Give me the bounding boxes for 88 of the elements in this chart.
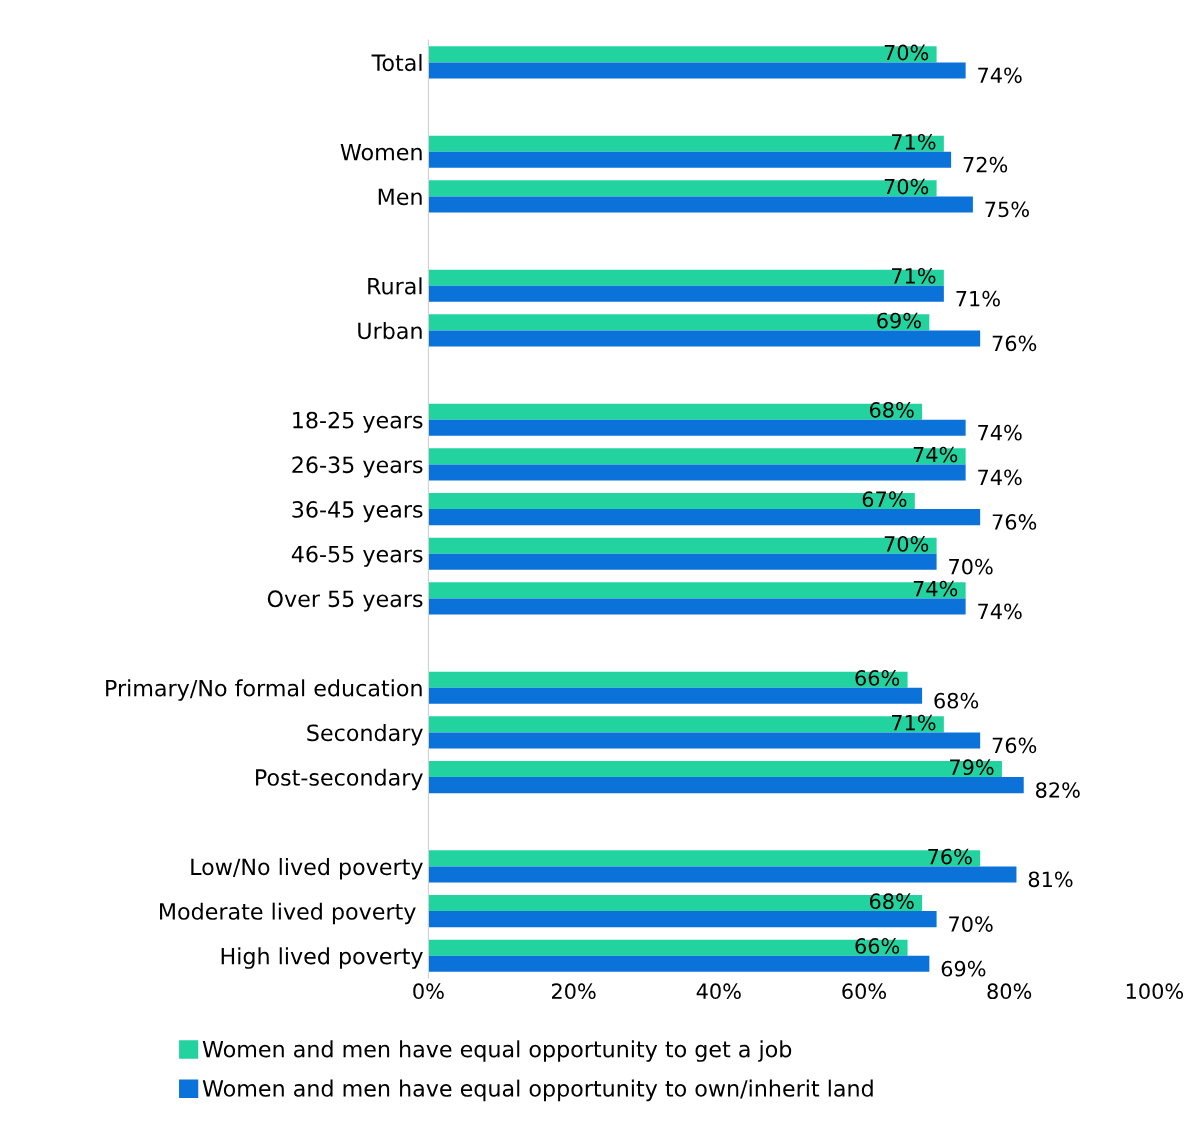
- data-label: 74%: [978, 424, 1022, 441]
- bar: [428, 493, 915, 510]
- data-label: 66%: [855, 670, 900, 686]
- bar: [428, 911, 937, 928]
- bar: [428, 895, 923, 912]
- bar: [428, 448, 966, 465]
- x-tick-label: 80%: [987, 983, 1032, 1000]
- bar: [428, 939, 908, 956]
- y-tick-label: Secondary: [307, 723, 423, 746]
- bar: [428, 716, 944, 733]
- data-label: 68%: [869, 401, 914, 418]
- bar: [428, 285, 944, 302]
- data-label: 79%: [950, 759, 994, 776]
- data-label: 74%: [978, 469, 1022, 486]
- data-label: 75%: [985, 201, 1029, 218]
- data-label: 71%: [892, 133, 936, 150]
- bar: [428, 777, 1024, 794]
- y-tick-label: Women: [340, 143, 422, 161]
- data-label: 66%: [855, 938, 900, 954]
- y-tick-label: Rural: [368, 277, 422, 295]
- y-tick-label: Moderate lived poverty: [160, 902, 416, 925]
- bar: [428, 761, 1002, 778]
- bar: [428, 46, 937, 63]
- y-tick-label: 46-55 years: [291, 545, 423, 567]
- bar: [428, 62, 966, 79]
- bar: [428, 269, 944, 286]
- bar: [428, 687, 923, 704]
- bar: [428, 419, 966, 436]
- y-tick-label: High lived poverty: [221, 947, 423, 969]
- data-label: 81%: [1028, 871, 1073, 888]
- y-tick-label: Low/No lived poverty: [191, 858, 423, 880]
- bar: [428, 509, 981, 526]
- data-label: 70%: [884, 536, 929, 552]
- bar: [428, 403, 923, 420]
- legend-label: Women and men have equal opportunity to get a job: [202, 1040, 792, 1062]
- y-tick-label: 26-35 years: [292, 456, 423, 478]
- data-label: 71%: [892, 267, 936, 284]
- bar: [428, 598, 966, 615]
- data-label: 74%: [913, 446, 958, 463]
- bar: [428, 314, 930, 331]
- bar: [428, 850, 981, 867]
- data-label: 74%: [978, 67, 1022, 84]
- x-tick-label: 40%: [696, 983, 741, 1000]
- data-label: 76%: [928, 848, 972, 865]
- data-label: 76%: [992, 514, 1037, 530]
- bar: [428, 582, 966, 599]
- bar: [428, 151, 952, 168]
- y-tick-label: Total: [371, 53, 422, 72]
- data-label: 70%: [949, 916, 993, 932]
- data-label: 70%: [884, 44, 929, 61]
- data-label: 68%: [869, 893, 914, 910]
- data-label: 76%: [992, 737, 1037, 754]
- x-tick-label: 0%: [413, 983, 444, 1000]
- data-label: 69%: [941, 960, 986, 977]
- y-tick-label: Post-secondary: [256, 768, 423, 791]
- bar: [428, 955, 930, 972]
- bar: [428, 537, 937, 554]
- data-label: 68%: [934, 692, 979, 709]
- y-tick-label: Over 55 years: [267, 590, 423, 612]
- data-label: 82%: [1036, 782, 1080, 798]
- y-tick-label: Men: [378, 188, 422, 206]
- data-label: 71%: [892, 714, 936, 731]
- bar: [428, 671, 908, 688]
- data-label: 70%: [949, 558, 993, 575]
- bar: [428, 330, 981, 347]
- data-label: 71%: [956, 290, 1000, 307]
- x-tick-label: 60%: [842, 983, 886, 1000]
- x-tick-label: 100%: [1126, 983, 1184, 1000]
- data-label: 67%: [862, 491, 907, 508]
- bar: [428, 866, 1017, 883]
- legend-label: Women and men have equal opportunity to own/inherit land: [202, 1079, 873, 1102]
- data-label: 74%: [913, 580, 958, 597]
- data-label: 76%: [992, 335, 1037, 352]
- data-label: 74%: [978, 603, 1022, 620]
- data-label: 69%: [877, 312, 921, 329]
- y-tick-label: Urban: [358, 321, 422, 340]
- y-tick-label: Primary/No formal education: [106, 679, 422, 701]
- bar: [428, 553, 937, 570]
- bar: [428, 732, 981, 749]
- bar: [428, 180, 937, 197]
- x-tick-label: 20%: [551, 983, 596, 1000]
- bar: [428, 196, 973, 213]
- bar: [428, 135, 944, 152]
- y-tick-label: 18-25 years: [293, 411, 423, 433]
- data-label: 70%: [884, 178, 929, 195]
- data-label: 72%: [963, 156, 1008, 173]
- bar: [428, 464, 966, 481]
- y-tick-label: 36-45 years: [292, 501, 423, 523]
